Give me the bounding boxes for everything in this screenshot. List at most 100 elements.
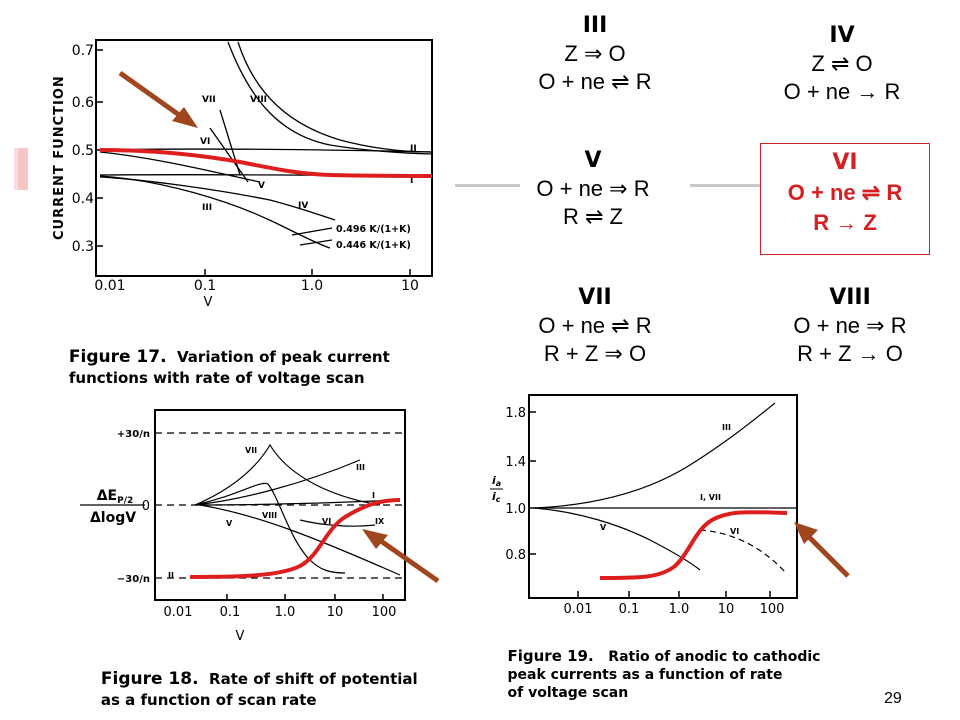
highlight-curve-vi xyxy=(99,148,433,178)
mechanism-vi-highlight-box: VI O + ne ⇌ R R → Z xyxy=(760,143,930,255)
curve-label: III xyxy=(722,423,731,432)
caption-text: Ratio of anodic to cathodic xyxy=(608,649,821,665)
x-tick-label: 0.1 xyxy=(220,605,241,620)
curve-label: V xyxy=(600,523,607,532)
x-tick-label: 0.01 xyxy=(94,278,125,294)
curve-label: VIII xyxy=(250,95,267,105)
y-axis-label-top: ia xyxy=(492,474,501,488)
mechanism-title: VI xyxy=(832,150,858,175)
mechanism-title: III xyxy=(582,13,608,38)
mechanism-title: VII xyxy=(578,285,612,310)
mechanism-step: Z ⇒ O xyxy=(564,41,626,66)
highlight-curve-vi xyxy=(599,510,788,580)
y-tick-label: 0.5 xyxy=(72,143,94,159)
mechanism-iv: IV Z ⇌ O O + ne → R xyxy=(762,22,922,106)
mechanism-step: O + ne → R xyxy=(783,79,901,104)
highlight-curve-vi xyxy=(189,498,401,579)
curve-label: V xyxy=(258,181,265,191)
plot-frame xyxy=(528,394,798,599)
x-axis-label: V xyxy=(236,629,245,644)
y-tick-label: 1.8 xyxy=(505,406,526,421)
y-axis-label-bottom: ic xyxy=(492,490,501,504)
caption-text: functions with rate of voltage scan xyxy=(68,369,365,387)
curve-label: VI xyxy=(322,517,331,526)
mechanism-step: O + ne ⇒ R xyxy=(536,176,650,201)
x-tick-label: 1.0 xyxy=(669,602,690,617)
mechanism-iii: III Z ⇒ O O + ne ⇌ R xyxy=(520,12,670,96)
mechanism-step: O + ne ⇌ R xyxy=(787,180,903,205)
arrow-icon xyxy=(118,70,198,128)
figure-19-caption-line: of voltage scan xyxy=(488,668,629,719)
curve-label: I, VII xyxy=(700,493,721,502)
y-axis-label-bottom: ΔlogV xyxy=(90,510,136,526)
mechanism-step: Z ⇌ O xyxy=(811,51,873,76)
y-tick-label: 1.0 xyxy=(505,502,526,517)
curve-label: I xyxy=(410,176,413,186)
y-label-subscript: P/2 xyxy=(117,496,133,506)
figure-18-caption: Figure 18. Rate of shift of potential xyxy=(80,651,418,708)
x-axis-label: V xyxy=(204,295,213,310)
curve-label: II xyxy=(168,571,174,580)
x-tick-label: 10 xyxy=(401,278,419,294)
x-tick-label: 10 xyxy=(327,605,344,620)
mechanism-step: R + Z → O xyxy=(797,341,903,366)
figure-18-chart: +30/n 0 −30/n ΔEP/2 ΔlogV 0.01 0.1 1.0 1… xyxy=(80,409,406,644)
y-tick-label: 0.8 xyxy=(505,548,526,563)
mechanism-step: O + ne ⇌ R xyxy=(538,69,652,94)
curve-label: V xyxy=(226,519,233,528)
connector-line xyxy=(690,184,760,187)
y-label-symbol: i xyxy=(492,474,496,487)
curve-label: II xyxy=(410,144,417,154)
y-tick-label: −30/n xyxy=(117,574,150,585)
mechanism-step: R + Z ⇒ O xyxy=(543,341,647,366)
caption-text: as a function of scan rate xyxy=(100,691,317,709)
x-tick-label: 1.0 xyxy=(275,605,296,620)
x-tick-label: 100 xyxy=(760,602,785,617)
curve-label: VI xyxy=(200,137,210,147)
y-tick-label: 1.4 xyxy=(505,455,526,470)
y-axis-label: CURRENT FUNCTION xyxy=(52,75,67,240)
y-label-subscript: c xyxy=(496,495,501,504)
mechanism-step: R → Z xyxy=(813,210,877,235)
caption-number: Figure 17. xyxy=(68,347,167,367)
mechanism-step: O + ne ⇌ R xyxy=(538,313,652,338)
y-tick-label: 0.3 xyxy=(72,239,94,255)
mechanism-title: VIII xyxy=(829,285,871,310)
mechanism-step: O + ne ⇒ R xyxy=(793,313,907,338)
y-tick-label: 0.7 xyxy=(72,43,94,59)
x-tick-label: 0.1 xyxy=(194,278,216,294)
mechanism-title: IV xyxy=(829,23,855,48)
y-axis-label-top: ΔEP/2 xyxy=(97,488,134,506)
caption-text: of voltage scan xyxy=(507,685,629,701)
mechanism-step: R ⇌ Z xyxy=(563,204,623,229)
caption-number: Figure 19. xyxy=(507,647,594,665)
curve-label: III xyxy=(202,203,212,213)
caption-text: Rate of shift of potential xyxy=(209,670,418,688)
curve-label: VII xyxy=(245,446,257,455)
plot-frame xyxy=(95,39,433,277)
curve-label: III xyxy=(356,463,365,472)
curve-label: VI xyxy=(730,527,739,536)
arrow-icon xyxy=(794,522,850,578)
y-label-symbol: i xyxy=(492,490,496,503)
x-tick-label: 10 xyxy=(718,602,735,617)
figure-17-caption-line: functions with rate of voltage scan xyxy=(48,350,365,407)
y-tick-label: 0.4 xyxy=(72,191,94,207)
figure-19-caption-line: peak currents as a function of rate xyxy=(488,650,783,701)
y-label-symbol: ΔE xyxy=(97,488,117,504)
curve-label: IX xyxy=(375,517,385,526)
arrow-icon xyxy=(362,529,440,584)
mechanism-vii: VII O + ne ⇌ R R + Z ⇒ O xyxy=(515,284,675,368)
x-tick-label: 0.1 xyxy=(619,602,640,617)
y-tick-label: 0 xyxy=(142,499,150,514)
mechanism-viii: VIII O + ne ⇒ R R + Z → O xyxy=(770,284,930,368)
curve-label: IV xyxy=(298,201,308,211)
figure-17-caption: Figure 17. Variation of peak current xyxy=(48,329,390,386)
connector-line xyxy=(455,184,520,187)
caption-text: Variation of peak current xyxy=(177,348,390,366)
caption-text: peak currents as a function of rate xyxy=(507,667,783,683)
figure-19-chart: 1.8 1.4 1.0 0.8 ia ic 0.01 0.1 1.0 10 10… xyxy=(490,394,798,617)
figure-17-chart: 0.7 0.6 0.5 0.4 0.3 0.01 0.1 1.0 10 V CU… xyxy=(52,39,433,310)
curve-label: VIII xyxy=(262,511,277,520)
